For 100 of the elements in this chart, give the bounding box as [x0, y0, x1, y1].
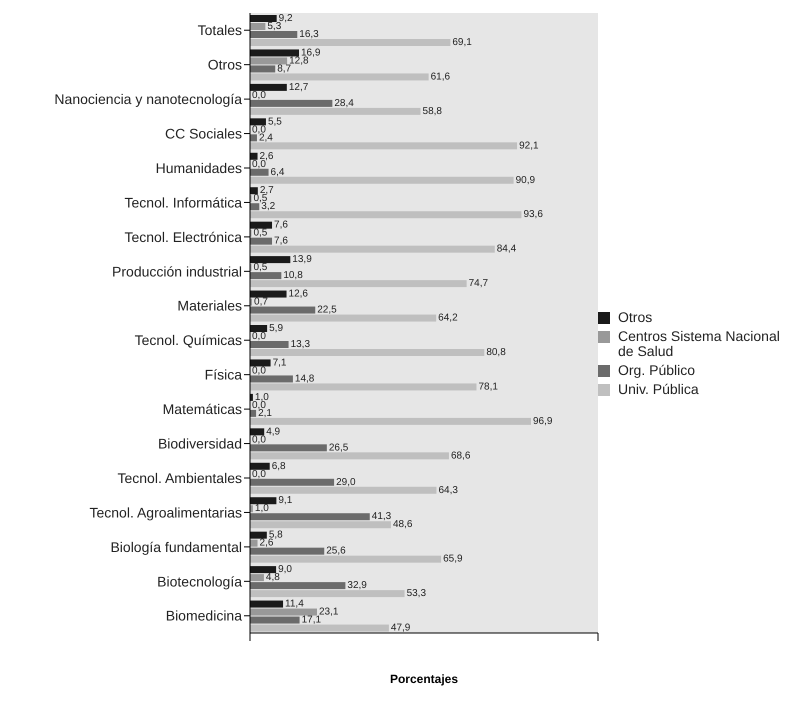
data-label: 47,9: [390, 622, 411, 634]
data-label: 7,6: [274, 236, 288, 247]
bar: [250, 31, 298, 38]
data-label: 74,7: [468, 278, 489, 290]
bar: [250, 152, 258, 160]
bar: [250, 39, 450, 46]
data-label: 61,6: [430, 71, 451, 82]
bar: [250, 566, 276, 574]
bar: [250, 521, 391, 528]
bar: [250, 624, 389, 632]
bar: [250, 134, 257, 142]
data-label: 0,7: [254, 296, 268, 308]
data-label: 7,1: [272, 357, 287, 368]
bar: [250, 203, 260, 210]
data-label: 2,6: [260, 538, 274, 549]
bar: [250, 410, 256, 417]
data-label: 8,7: [277, 63, 292, 74]
bar: [250, 57, 288, 64]
y-tick-label: Nanociencia y nanotecnología: [54, 91, 242, 108]
bar: [250, 314, 436, 322]
y-tick-label: Biotecnología: [157, 573, 242, 590]
data-label: 5,5: [268, 116, 282, 128]
bar: [250, 168, 269, 176]
data-label: 9,0: [278, 564, 292, 576]
data-label: 22,5: [317, 304, 338, 316]
bar: [250, 444, 327, 452]
data-label: 3,2: [261, 201, 276, 212]
bar: [250, 486, 436, 494]
data-label: 29,0: [336, 476, 356, 488]
y-tick-label: Biología fundamental: [110, 538, 242, 555]
y-tick-label: Tecnol. Electrónica: [124, 228, 242, 245]
bar: [250, 256, 290, 264]
data-label: 0,0: [252, 365, 266, 376]
bar: [250, 574, 264, 582]
bar: [250, 73, 429, 80]
y-tick-label: Humanidades: [156, 160, 242, 176]
bar: [250, 428, 264, 436]
legend-label: Otros: [618, 308, 652, 324]
data-label: 1,0: [254, 503, 270, 514]
bar: [250, 582, 346, 590]
bar: [250, 418, 532, 425]
data-label: 53,3: [406, 588, 426, 600]
data-label: 78,1: [478, 381, 498, 392]
y-tick-label: Tecnol. Ambientales: [117, 470, 242, 486]
bar: [250, 176, 514, 184]
bar: [250, 222, 272, 229]
bar: [250, 608, 317, 616]
data-label: 6,4: [270, 166, 285, 178]
bar: [250, 513, 370, 520]
data-label: 65,9: [443, 554, 464, 565]
data-label: 5,3: [267, 21, 282, 32]
data-label: 6,8: [272, 460, 286, 472]
bar: [250, 290, 287, 298]
data-label: 0,0: [252, 90, 266, 101]
bar: [250, 452, 449, 460]
bar: [250, 325, 268, 332]
data-label: 92,1: [519, 140, 539, 152]
data-label: 25,6: [326, 546, 346, 557]
data-label: 64,3: [438, 484, 458, 496]
data-label: 68,6: [450, 450, 471, 462]
data-label: 48,6: [392, 519, 413, 530]
data-label: 16,3: [299, 29, 320, 40]
bar: [250, 532, 267, 539]
data-label: 26,5: [328, 442, 349, 454]
bar: [250, 359, 271, 366]
data-label: 13,9: [292, 254, 312, 266]
data-label: 10,8: [283, 270, 304, 282]
bar: [250, 462, 270, 470]
data-label: 96,9: [533, 416, 553, 427]
bar: [250, 246, 495, 253]
data-label: 93,6: [523, 209, 544, 220]
bar: [250, 497, 276, 504]
data-label: 14,8: [294, 373, 315, 384]
data-label: 9,1: [278, 495, 293, 506]
bar: [250, 548, 324, 555]
bar: [250, 108, 421, 115]
bar: [250, 478, 334, 486]
data-label: 23,1: [318, 606, 339, 618]
bar: [250, 540, 258, 547]
bar: [250, 341, 289, 348]
data-label: 64,2: [438, 312, 458, 324]
y-tick-label: Biomedicina: [166, 608, 242, 624]
bar: [250, 187, 258, 194]
y-tick-label: Tecnol. Agroalimentarias: [89, 504, 242, 520]
data-label: 11,4: [285, 598, 304, 610]
y-tick-label: Biodiversidad: [158, 436, 242, 452]
legend-label: Centros Sistema Nacional de Salud: [618, 328, 781, 358]
y-tick-label: Tecnol. Informática: [124, 194, 242, 210]
data-label: 0,0: [252, 124, 266, 136]
y-tick-label: Materiales: [177, 298, 242, 314]
bar: [250, 375, 293, 382]
data-label: 0,5: [253, 228, 268, 239]
bar: [250, 100, 332, 107]
bar: [250, 49, 300, 56]
data-label: 0,0: [252, 331, 266, 342]
y-tick-label: Producción industrial: [112, 263, 242, 280]
data-label: 5,9: [269, 323, 284, 334]
data-label: 13,3: [290, 339, 310, 350]
y-tick-label: CC Sociales: [164, 126, 242, 142]
data-label: 58,8: [422, 106, 442, 117]
